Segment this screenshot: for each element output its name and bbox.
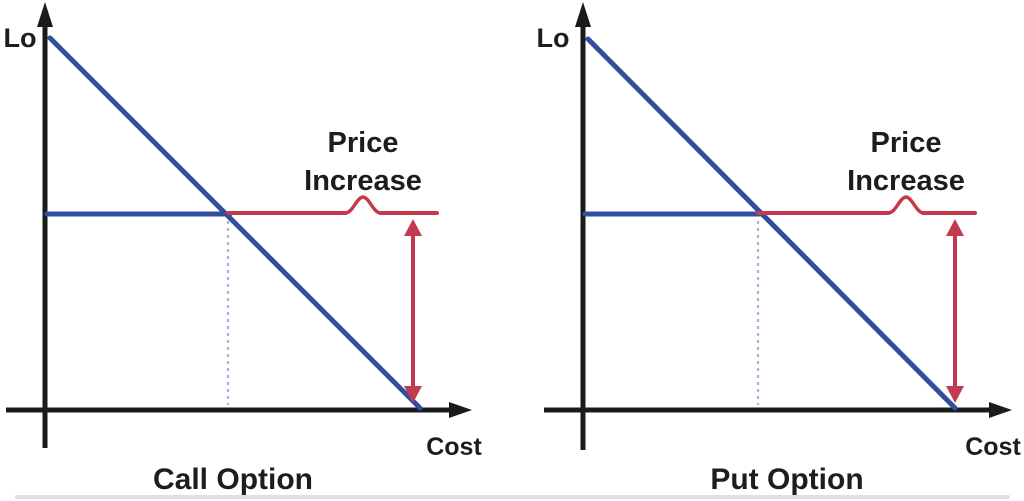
call-brace-bump-fill — [345, 198, 381, 215]
put-brace-bump-fill — [888, 198, 924, 215]
call-x-axis-label: Cost — [426, 433, 482, 461]
bottom-edge-artifact — [15, 495, 1010, 499]
call-annotation-line2: Increase — [304, 165, 422, 197]
put-brace-bump-icon — [886, 195, 926, 215]
panel-put-option: Lo Price Increase Cost Put Option — [537, 2, 1021, 496]
panel-call-option: Lo Price Increase Cost Call Option — [4, 2, 482, 496]
call-panel-title: Call Option — [153, 463, 313, 496]
put-arrow-down-head-icon — [946, 386, 964, 403]
put-arrow-up-head-icon — [946, 219, 964, 236]
put-y-axis-label: Lo — [537, 23, 570, 53]
put-annotation-line2: Increase — [847, 165, 965, 197]
call-diagonal-line — [47, 35, 423, 411]
put-diagonal-line — [585, 36, 958, 411]
put-x-axis-arrowhead-icon — [989, 402, 1012, 418]
put-panel-title: Put Option — [710, 463, 863, 496]
call-annotation-line1: Price — [328, 127, 399, 159]
put-y-axis-arrowhead-icon — [575, 2, 591, 27]
call-arrow-down-head-icon — [404, 386, 422, 403]
put-x-axis-label: Cost — [965, 433, 1021, 461]
call-x-axis-arrowhead-icon — [449, 402, 472, 418]
call-arrow-up-head-icon — [404, 219, 422, 236]
call-y-axis-arrowhead-icon — [37, 2, 53, 27]
call-brace-bump-icon — [343, 195, 383, 215]
call-y-axis-label: Lo — [4, 23, 37, 53]
put-annotation-line1: Price — [871, 127, 942, 159]
